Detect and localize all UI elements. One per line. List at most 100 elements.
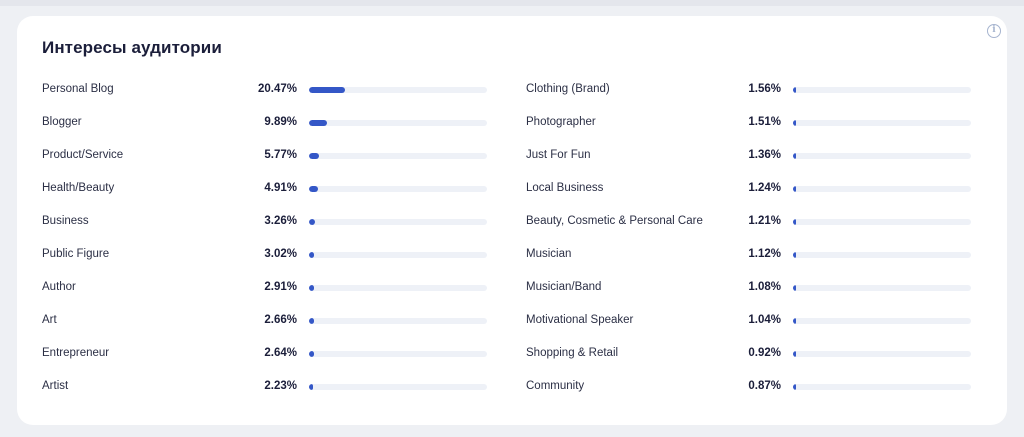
interest-percent: 1.24% bbox=[748, 182, 781, 194]
interest-row: Business 3.26% bbox=[42, 214, 487, 247]
interest-label: Beauty, Cosmetic & Personal Care bbox=[526, 215, 703, 227]
interest-bar-track bbox=[793, 384, 971, 390]
interest-bar-track bbox=[793, 153, 971, 159]
interest-label: Clothing (Brand) bbox=[526, 83, 610, 95]
interest-bar-track bbox=[309, 252, 487, 258]
interest-row: Beauty, Cosmetic & Personal Care 1.21% bbox=[526, 214, 971, 247]
interest-row: Shopping & Retail 0.92% bbox=[526, 346, 971, 379]
interest-label: Musician/Band bbox=[526, 281, 602, 293]
interest-row: Community 0.87% bbox=[526, 379, 971, 412]
interest-bar-track bbox=[309, 120, 487, 126]
interest-label: Health/Beauty bbox=[42, 182, 115, 194]
interest-label: Community bbox=[526, 380, 585, 392]
interest-bar-fill bbox=[793, 351, 796, 357]
interest-label: Public Figure bbox=[42, 248, 110, 260]
interest-percent: 3.26% bbox=[264, 215, 297, 227]
interest-percent: 1.12% bbox=[748, 248, 781, 260]
interest-bar-track bbox=[309, 219, 487, 225]
interest-label: Shopping & Retail bbox=[526, 347, 619, 359]
interest-bar-fill bbox=[309, 384, 313, 390]
interest-bar-track bbox=[793, 252, 971, 258]
interest-percent: 1.56% bbox=[748, 83, 781, 95]
interest-bar-track bbox=[793, 120, 971, 126]
interest-percent: 5.77% bbox=[264, 149, 297, 161]
interest-row: Artist 2.23% bbox=[42, 379, 487, 412]
interest-percent: 20.47% bbox=[257, 83, 297, 95]
interest-row: Musician/Band 1.08% bbox=[526, 280, 971, 313]
interest-row: Product/Service 5.77% bbox=[42, 148, 487, 181]
interest-bar-fill bbox=[309, 153, 320, 159]
interest-bar-fill bbox=[309, 318, 314, 324]
interest-row: Health/Beauty 4.91% bbox=[42, 181, 487, 214]
interest-percent: 2.66% bbox=[264, 314, 297, 326]
interest-bar-fill bbox=[309, 219, 315, 225]
interest-percent: 0.87% bbox=[748, 380, 781, 392]
interest-bar-track bbox=[793, 186, 971, 192]
interest-label: Personal Blog bbox=[42, 83, 114, 95]
interest-row: Motivational Speaker 1.04% bbox=[526, 313, 971, 346]
interest-percent: 2.23% bbox=[264, 380, 297, 392]
interests-list-left: Personal Blog 20.47% Blogger 9.89% Produ… bbox=[42, 82, 487, 412]
interest-bar-fill bbox=[309, 285, 315, 291]
interest-label: Local Business bbox=[526, 182, 604, 194]
interest-row: Blogger 9.89% bbox=[42, 115, 487, 148]
interest-row: Musician 1.12% bbox=[526, 247, 971, 280]
interest-bar-track bbox=[793, 219, 971, 225]
interest-row: Personal Blog 20.47% bbox=[42, 82, 487, 115]
interest-bar-fill bbox=[793, 252, 796, 258]
interest-bar-track bbox=[309, 384, 487, 390]
interest-bar-track bbox=[793, 285, 971, 291]
interest-bar-fill bbox=[309, 252, 315, 258]
interest-percent: 1.04% bbox=[748, 314, 781, 326]
info-icon[interactable]: i bbox=[987, 24, 1001, 38]
interest-bar-fill bbox=[793, 120, 796, 126]
interest-label: Musician bbox=[526, 248, 572, 260]
interest-percent: 1.08% bbox=[748, 281, 781, 293]
interest-label: Author bbox=[42, 281, 76, 293]
interest-label: Entrepreneur bbox=[42, 347, 110, 359]
interest-bar-fill bbox=[793, 219, 796, 225]
interest-bar-fill bbox=[793, 285, 796, 291]
interest-percent: 4.91% bbox=[264, 182, 297, 194]
interest-row: Art 2.66% bbox=[42, 313, 487, 346]
interest-bar-track bbox=[793, 318, 971, 324]
audience-interests-card: i Интересы аудитории Personal Blog 20.47… bbox=[17, 16, 1007, 425]
interest-label: Blogger bbox=[42, 116, 82, 128]
interest-percent: 1.36% bbox=[748, 149, 781, 161]
interest-row: Just For Fun 1.36% bbox=[526, 148, 971, 181]
interest-bar-fill bbox=[309, 120, 327, 126]
interest-bar-fill bbox=[309, 87, 346, 93]
interest-bar-fill bbox=[309, 351, 314, 357]
interest-percent: 0.92% bbox=[748, 347, 781, 359]
interest-bar-track bbox=[309, 153, 487, 159]
interest-label: Artist bbox=[42, 380, 69, 392]
interest-bar-fill bbox=[309, 186, 318, 192]
interest-bar-track bbox=[309, 285, 487, 291]
interest-percent: 2.91% bbox=[264, 281, 297, 293]
interest-bar-fill bbox=[793, 186, 796, 192]
interest-label: Art bbox=[42, 314, 57, 326]
page-top-strip bbox=[0, 0, 1024, 6]
interest-row: Local Business 1.24% bbox=[526, 181, 971, 214]
interest-label: Motivational Speaker bbox=[526, 314, 634, 326]
card-title: Интересы аудитории bbox=[42, 38, 222, 57]
interest-row: Photographer 1.51% bbox=[526, 115, 971, 148]
interest-label: Product/Service bbox=[42, 149, 124, 161]
interest-bar-track bbox=[309, 186, 487, 192]
interest-bar-track bbox=[309, 318, 487, 324]
interest-percent: 1.51% bbox=[748, 116, 781, 128]
interest-bar-fill bbox=[793, 318, 796, 324]
interest-bar-track bbox=[309, 87, 487, 93]
interest-row: Author 2.91% bbox=[42, 280, 487, 313]
interest-bar-fill bbox=[793, 87, 796, 93]
interest-label: Photographer bbox=[526, 116, 596, 128]
interest-percent: 3.02% bbox=[264, 248, 297, 260]
interests-list-right: Clothing (Brand) 1.56% Photographer 1.51… bbox=[526, 82, 971, 412]
interest-percent: 1.21% bbox=[748, 215, 781, 227]
interest-percent: 9.89% bbox=[264, 116, 297, 128]
interest-label: Just For Fun bbox=[526, 149, 591, 161]
interest-label: Business bbox=[42, 215, 89, 227]
interest-bar-fill bbox=[793, 384, 796, 390]
interest-bar-track bbox=[793, 351, 971, 357]
interest-row: Entrepreneur 2.64% bbox=[42, 346, 487, 379]
